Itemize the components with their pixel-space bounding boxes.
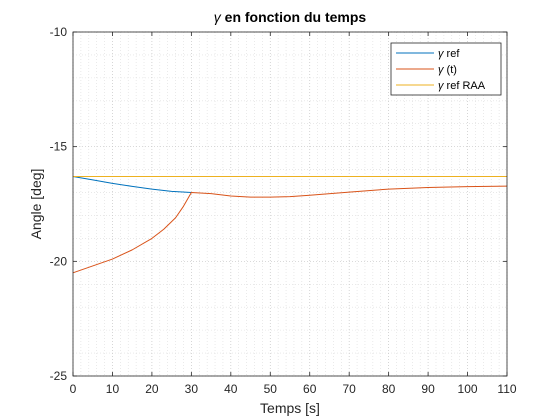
legend-symbol: γ: [438, 64, 445, 76]
minor-grid: [73, 32, 507, 376]
y-tick-label: -10: [50, 25, 68, 39]
legend: γ ref γ (t) γ ref RAA: [390, 42, 502, 96]
legend-box: [390, 42, 502, 96]
chart-title-symbol: γ: [214, 9, 222, 25]
chart-title-text: en fonction du temps: [221, 9, 367, 25]
x-tick-label: 30: [185, 382, 199, 396]
y-tick-label: -20: [50, 254, 68, 268]
x-tick-label: 90: [421, 382, 435, 396]
series-gamma-ref: [72, 175, 192, 194]
chart-title: γ en fonction du temps: [214, 9, 367, 25]
legend-text: ref: [444, 48, 461, 60]
series-layer: [72, 175, 508, 274]
x-tick-label: 10: [106, 382, 120, 396]
x-tick-label: 0: [70, 382, 77, 396]
x-tick-labels: 0 10 20 30 40 50 60 70 80 90 100 110: [70, 382, 517, 396]
legend-symbol: γ: [438, 80, 445, 92]
x-tick-label: 100: [458, 382, 478, 396]
series-gamma-t: [72, 185, 508, 274]
x-tick-label: 110: [497, 382, 516, 396]
y-tick-labels: -25 -20 -15 -10: [50, 25, 68, 383]
x-tick-label: 50: [264, 382, 278, 396]
legend-text: (t): [444, 64, 457, 76]
legend-label-gamma-ref-raa: γ ref RAA: [438, 80, 486, 92]
plot-frame: [72, 31, 508, 377]
legend-label-gamma-ref: γ ref: [438, 48, 460, 60]
x-tick-label: 60: [303, 382, 317, 396]
y-tick-label: -25: [50, 369, 68, 383]
axis-ticks: [72, 31, 508, 377]
legend-entry-gamma-t: γ (t): [396, 64, 457, 76]
x-tick-label: 40: [224, 382, 238, 396]
x-axis-label: Temps [s]: [260, 400, 320, 416]
legend-entry-gamma-ref: γ ref: [396, 48, 460, 60]
legend-entry-gamma-ref-raa: γ ref RAA: [396, 80, 486, 92]
legend-label-gamma-t: γ (t): [438, 64, 457, 76]
x-tick-label: 20: [145, 382, 159, 396]
x-tick-label: 80: [382, 382, 396, 396]
y-axis-label: Angle [deg]: [28, 169, 44, 240]
legend-text: ref RAA: [444, 80, 486, 92]
y-tick-label: -15: [50, 140, 68, 154]
legend-symbol: γ: [438, 48, 445, 60]
x-tick-label: 70: [343, 382, 357, 396]
